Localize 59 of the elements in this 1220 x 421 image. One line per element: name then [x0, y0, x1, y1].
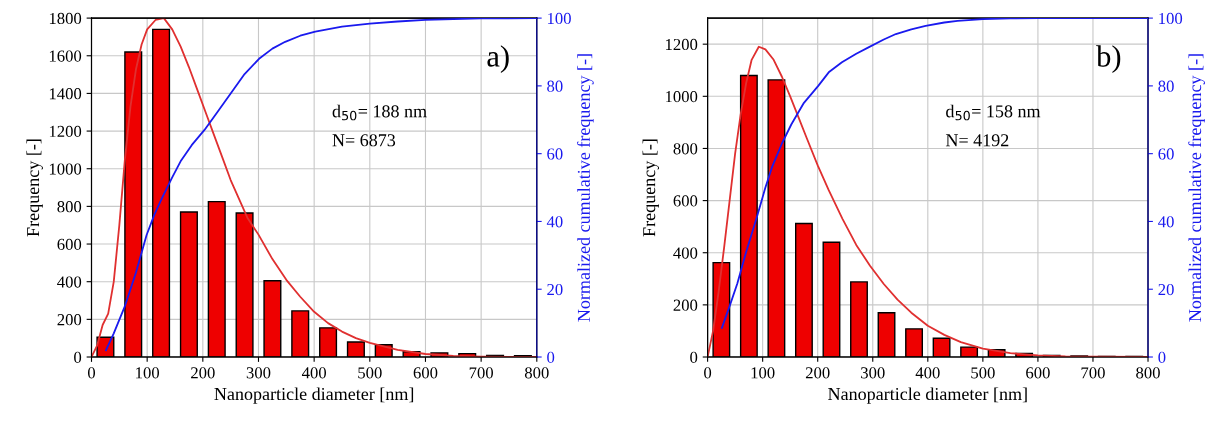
x-tick-label: 0 — [704, 367, 712, 379]
x-tick-label: 800 — [1136, 367, 1160, 379]
y-tick-label: 0 — [690, 351, 698, 363]
y-tick-label: 1200 — [666, 38, 698, 51]
x-tick-label: 600 — [413, 367, 438, 379]
y-tick-label: 600 — [57, 238, 82, 250]
y-tick-label: 1000 — [49, 163, 82, 175]
y-tick-label: 1800 — [49, 12, 82, 25]
x-tick-label: 700 — [1081, 367, 1105, 379]
y2-tick-label: 20 — [547, 283, 563, 296]
y-axis-title: Frequency [-] — [642, 139, 659, 237]
y-tick-label: 200 — [57, 314, 82, 326]
annotation: b) — [1096, 45, 1121, 73]
x-tick-label: 100 — [751, 367, 775, 379]
y2-tick-label: 100 — [547, 12, 571, 25]
y2-tick-label: 80 — [547, 80, 563, 92]
x-tick-label: 400 — [915, 367, 940, 379]
annotation: N= 4192 — [945, 134, 1009, 147]
y2-tick-label: 80 — [1158, 80, 1174, 92]
x-axis-title: Nanoparticle diameter [nm] — [214, 387, 414, 404]
x-tick-label: 500 — [971, 367, 995, 379]
y2-tick-label: 40 — [546, 216, 563, 228]
y2-tick-label: 0 — [1158, 351, 1166, 363]
y-tick-label: 800 — [57, 201, 82, 213]
y-tick-label: 200 — [673, 299, 698, 311]
x-tick-label: 500 — [358, 367, 382, 379]
x-tick-label: 800 — [524, 367, 549, 379]
x-tick-label: 700 — [469, 367, 493, 379]
y-tick-label: 1000 — [666, 91, 698, 103]
x-tick-label: 300 — [861, 367, 885, 379]
y-tick-label: 1200 — [49, 125, 82, 138]
x-tick-label: 400 — [301, 367, 327, 379]
y-tick-label: 400 — [673, 247, 698, 259]
y-tick-label: 1400 — [49, 88, 82, 100]
annotation: N= 6873 — [332, 134, 396, 147]
x-tick-label: 0 — [87, 367, 96, 379]
y-tick-label: 400 — [57, 276, 82, 288]
y2-tick-label: 0 — [547, 351, 555, 363]
x-tick-label: 100 — [136, 367, 160, 379]
annotation: d$_{50}$= 158 nm — [946, 104, 1041, 121]
y2-tick-label: 100 — [1159, 12, 1183, 25]
y2-tick-label: 20 — [1158, 283, 1174, 296]
y-tick-label: 600 — [673, 195, 698, 207]
y-axis-title: Frequency [-] — [26, 139, 43, 237]
x-axis-title: Nanoparticle diameter [nm] — [828, 387, 1027, 404]
x-tick-label: 200 — [805, 367, 830, 379]
y2-tick-label: 60 — [1158, 148, 1174, 160]
annotation: d$_{50}$= 188 nm — [332, 104, 427, 121]
y-tick-label: 1600 — [49, 50, 82, 62]
y2-axis-title: Normalized cumulative frequency [-] — [577, 54, 594, 322]
x-tick-label: 600 — [1026, 367, 1050, 379]
annotation: a) — [487, 45, 509, 73]
y2-tick-label: 60 — [547, 148, 563, 160]
x-tick-label: 200 — [191, 367, 215, 379]
y-tick-label: 800 — [673, 143, 698, 155]
y2-tick-label: 40 — [1158, 216, 1174, 228]
y-tick-label: 0 — [74, 351, 82, 363]
x-tick-label: 300 — [246, 367, 271, 379]
y2-axis-title: Normalized cumulative frequency [-] — [1188, 54, 1205, 322]
